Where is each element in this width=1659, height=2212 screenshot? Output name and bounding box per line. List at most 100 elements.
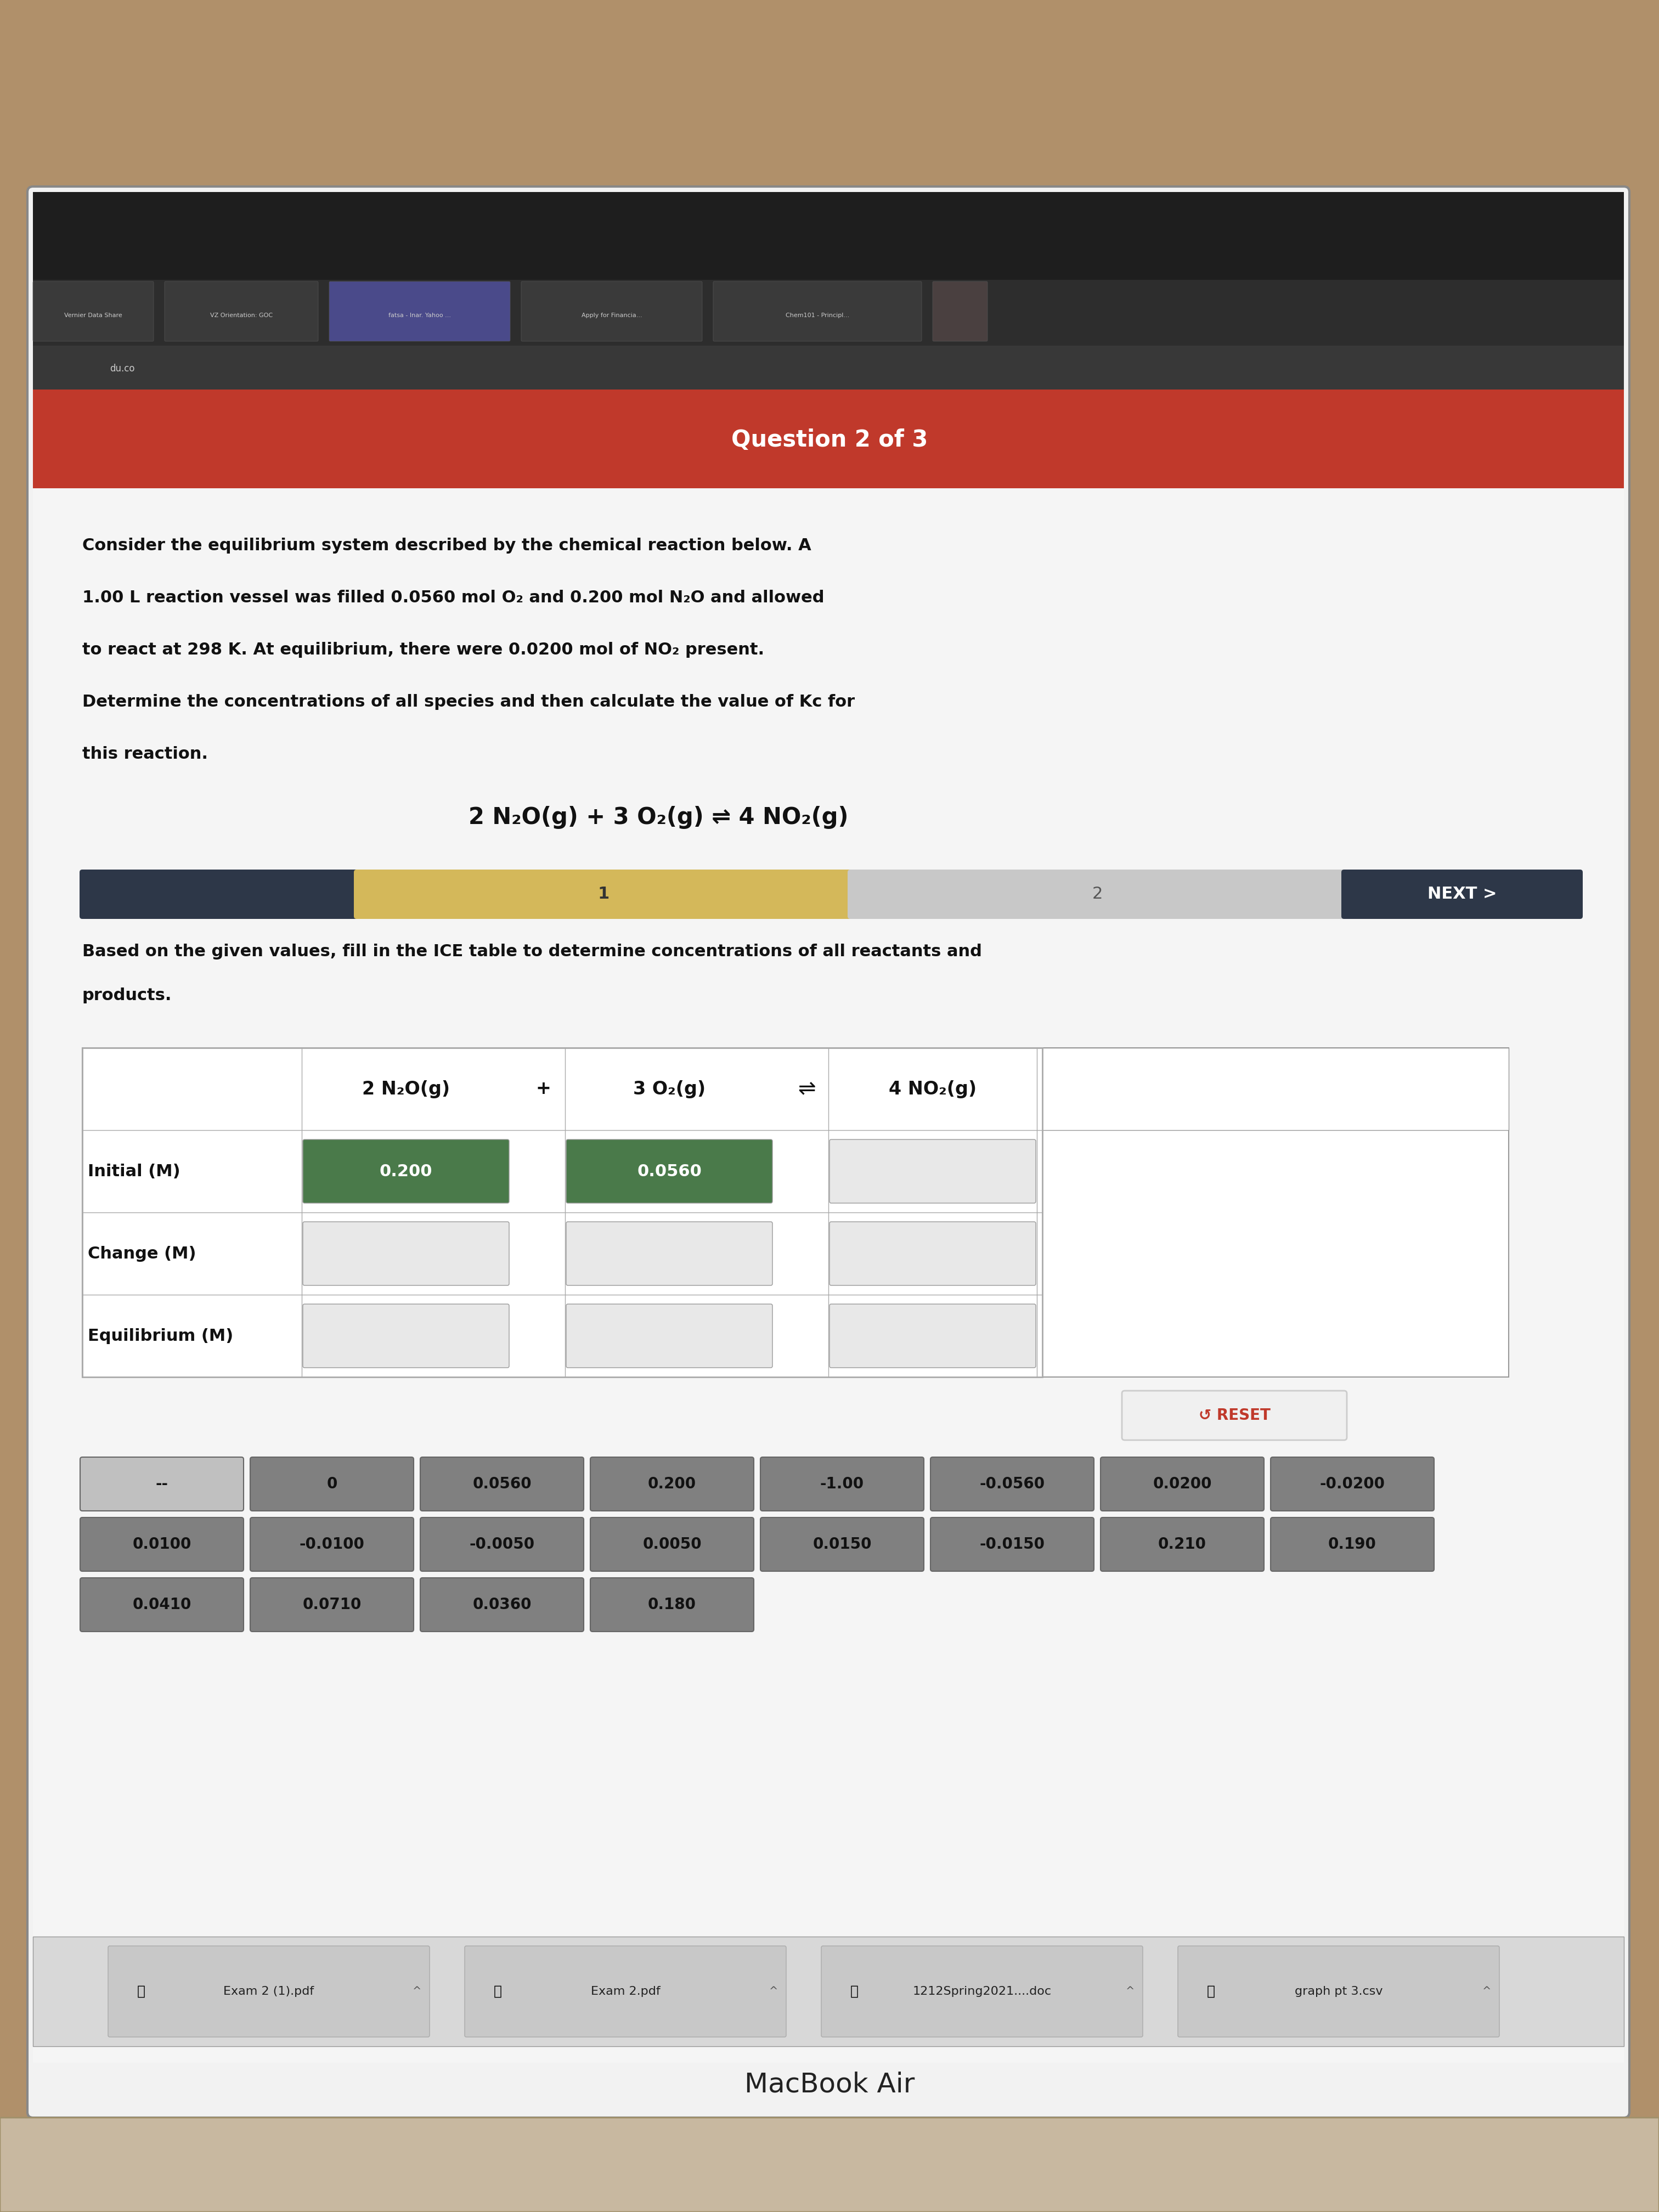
Text: 0.210: 0.210	[1158, 1537, 1206, 1553]
Text: Determine the concentrations of all species and then calculate the value of Kc f: Determine the concentrations of all spec…	[83, 695, 854, 710]
Text: ^: ^	[770, 1986, 778, 1997]
FancyBboxPatch shape	[0, 2117, 1659, 2212]
FancyBboxPatch shape	[931, 1458, 1093, 1511]
Text: to react at 298 K. At equilibrium, there were 0.0200 mol of NO₂ present.: to react at 298 K. At equilibrium, there…	[83, 641, 765, 657]
Bar	[33, 1936, 1624, 2046]
Text: --: --	[156, 1475, 168, 1491]
Bar	[33, 489, 1624, 2064]
Text: 📄: 📄	[138, 1984, 146, 1997]
Text: 📄: 📄	[494, 1984, 503, 1997]
Text: 0.0560: 0.0560	[637, 1164, 702, 1179]
FancyBboxPatch shape	[251, 1458, 413, 1511]
FancyBboxPatch shape	[108, 1947, 430, 2037]
Text: Apply for Financia...: Apply for Financia...	[581, 312, 642, 319]
Text: 0.0410: 0.0410	[133, 1597, 191, 1613]
FancyBboxPatch shape	[1121, 1391, 1347, 1440]
FancyBboxPatch shape	[353, 869, 853, 918]
Text: -0.0100: -0.0100	[299, 1537, 365, 1553]
FancyBboxPatch shape	[328, 281, 511, 341]
Text: 0.0150: 0.0150	[813, 1537, 871, 1553]
FancyBboxPatch shape	[591, 1458, 753, 1511]
FancyBboxPatch shape	[931, 1517, 1093, 1571]
Text: Consider the equilibrium system described by the chemical reaction below. A: Consider the equilibrium system describe…	[83, 538, 811, 553]
FancyBboxPatch shape	[80, 1577, 244, 1632]
FancyBboxPatch shape	[420, 1517, 584, 1571]
Text: 2 N₂O(g) + 3 O₂(g) ⇌ 4 NO₂(g): 2 N₂O(g) + 3 O₂(g) ⇌ 4 NO₂(g)	[468, 805, 848, 830]
FancyBboxPatch shape	[33, 281, 154, 341]
Text: 0.200: 0.200	[380, 1164, 433, 1179]
Text: ⇌: ⇌	[798, 1079, 816, 1099]
FancyBboxPatch shape	[420, 1577, 584, 1632]
Text: Change (M): Change (M)	[88, 1245, 196, 1261]
FancyBboxPatch shape	[28, 186, 1629, 2117]
Text: ↺ RESET: ↺ RESET	[1198, 1407, 1271, 1422]
Text: 0.190: 0.190	[1329, 1537, 1377, 1553]
Text: 0.0710: 0.0710	[302, 1597, 362, 1613]
Text: products.: products.	[83, 987, 173, 1004]
Text: Equilibrium (M): Equilibrium (M)	[88, 1327, 234, 1345]
Text: 2: 2	[1092, 887, 1103, 902]
Text: 4 NO₂(g): 4 NO₂(g)	[889, 1079, 977, 1097]
FancyBboxPatch shape	[304, 1305, 509, 1367]
Text: 2 N₂O(g): 2 N₂O(g)	[362, 1079, 450, 1097]
Text: Based on the given values, fill in the ICE table to determine concentrations of : Based on the given values, fill in the I…	[83, 945, 982, 960]
Text: 0.0200: 0.0200	[1153, 1475, 1211, 1491]
Text: Exam 2 (1).pdf: Exam 2 (1).pdf	[224, 1986, 314, 1997]
FancyBboxPatch shape	[830, 1305, 1035, 1367]
Text: 📄: 📄	[851, 1984, 859, 1997]
FancyBboxPatch shape	[304, 1139, 509, 1203]
Text: 0: 0	[327, 1475, 337, 1491]
Text: Exam 2.pdf: Exam 2.pdf	[591, 1986, 660, 1997]
Text: 0.0050: 0.0050	[642, 1537, 702, 1553]
FancyBboxPatch shape	[1100, 1458, 1264, 1511]
Text: MacBook Air: MacBook Air	[745, 2073, 914, 2097]
FancyBboxPatch shape	[566, 1221, 773, 1285]
FancyBboxPatch shape	[760, 1517, 924, 1571]
Text: 0.180: 0.180	[649, 1597, 697, 1613]
FancyBboxPatch shape	[566, 1305, 773, 1367]
Text: -0.0560: -0.0560	[979, 1475, 1045, 1491]
Text: fatsa - Inar. Yahoo ...: fatsa - Inar. Yahoo ...	[388, 312, 451, 319]
Text: 📄: 📄	[1208, 1984, 1214, 1997]
Text: VZ Orientation: GOC: VZ Orientation: GOC	[211, 312, 272, 319]
Text: ^: ^	[1481, 1986, 1491, 1997]
Text: Chem101 - Principl...: Chem101 - Principl...	[786, 312, 849, 319]
FancyBboxPatch shape	[521, 281, 702, 341]
Text: -0.0150: -0.0150	[979, 1537, 1045, 1553]
FancyBboxPatch shape	[713, 281, 922, 341]
Text: graph pt 3.csv: graph pt 3.csv	[1294, 1986, 1382, 1997]
FancyBboxPatch shape	[80, 1458, 244, 1511]
Text: 1212Spring2021....doc: 1212Spring2021....doc	[912, 1986, 1052, 1997]
FancyBboxPatch shape	[932, 281, 987, 341]
Text: 0.200: 0.200	[649, 1475, 697, 1491]
FancyBboxPatch shape	[760, 1458, 924, 1511]
Text: -0.0050: -0.0050	[469, 1537, 534, 1553]
FancyBboxPatch shape	[821, 1947, 1143, 2037]
Text: 3 O₂(g): 3 O₂(g)	[634, 1079, 705, 1097]
Text: +: +	[536, 1079, 551, 1097]
Text: this reaction.: this reaction.	[83, 745, 207, 761]
Text: 0.0100: 0.0100	[133, 1537, 191, 1553]
Text: 0.0360: 0.0360	[473, 1597, 531, 1613]
FancyBboxPatch shape	[1271, 1458, 1433, 1511]
FancyBboxPatch shape	[80, 1517, 244, 1571]
Text: -1.00: -1.00	[820, 1475, 864, 1491]
FancyBboxPatch shape	[465, 1947, 786, 2037]
Bar	[33, 345, 1624, 389]
Text: du.co: du.co	[109, 363, 134, 374]
Text: Question 2 of 3: Question 2 of 3	[732, 429, 927, 451]
FancyBboxPatch shape	[1100, 1517, 1264, 1571]
Text: 1.00 L reaction vessel was filled 0.0560 mol O₂ and 0.200 mol N₂O and allowed: 1.00 L reaction vessel was filled 0.0560…	[83, 591, 825, 606]
FancyBboxPatch shape	[848, 869, 1347, 918]
Bar	[33, 389, 1624, 489]
FancyBboxPatch shape	[1178, 1947, 1500, 2037]
Bar	[83, 1048, 1508, 1130]
FancyBboxPatch shape	[164, 281, 319, 341]
Text: ^: ^	[1126, 1986, 1135, 1997]
Bar	[33, 279, 1624, 345]
Text: ^: ^	[413, 1986, 421, 1997]
FancyBboxPatch shape	[1342, 869, 1583, 918]
Text: Vernier Data Share: Vernier Data Share	[65, 312, 123, 319]
Text: Initial (M): Initial (M)	[88, 1164, 181, 1179]
FancyBboxPatch shape	[304, 1221, 509, 1285]
